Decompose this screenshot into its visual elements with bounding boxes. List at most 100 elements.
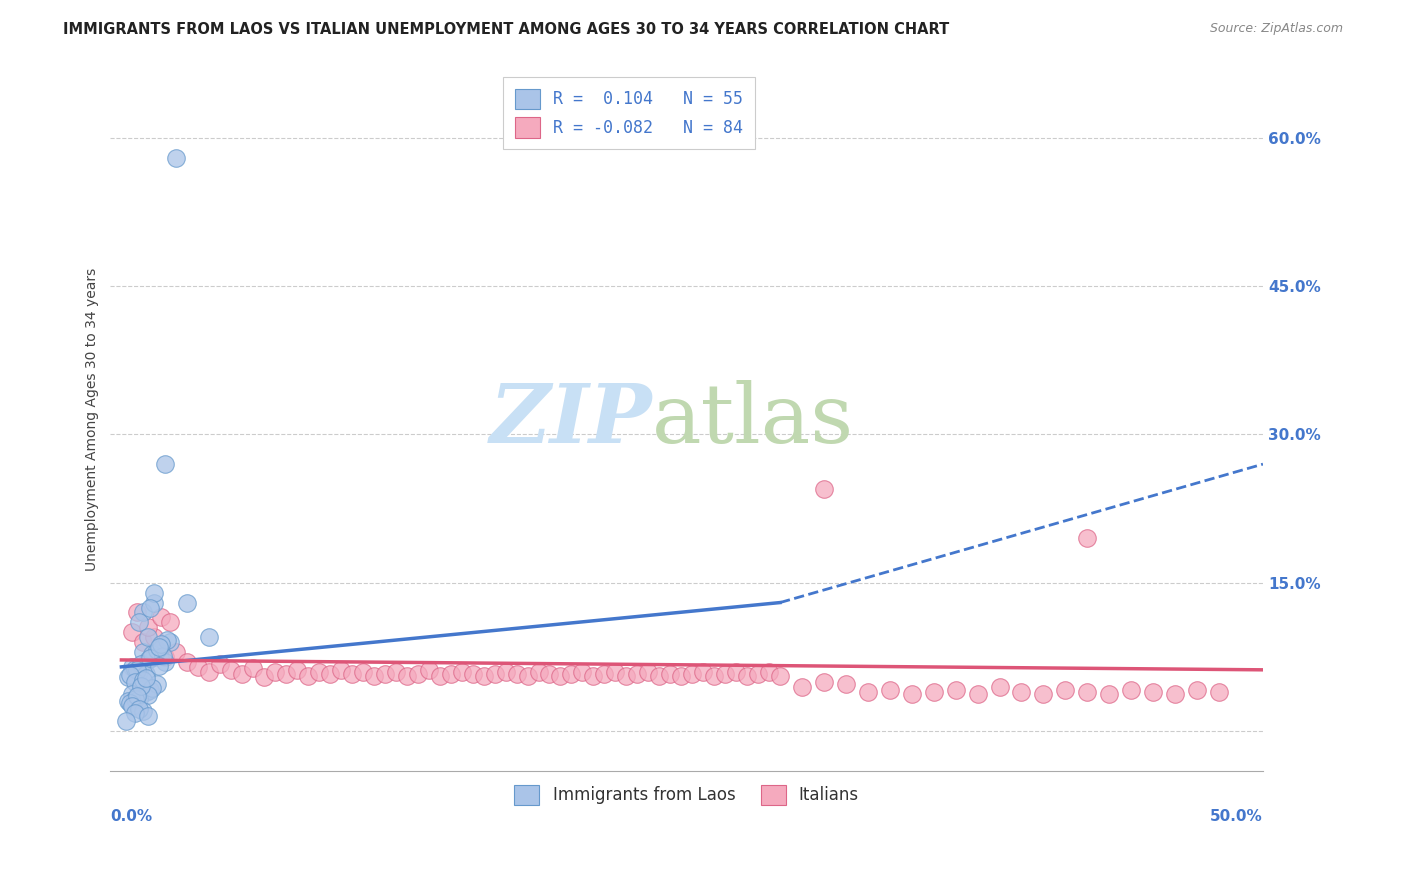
Point <box>614 669 637 683</box>
Point <box>669 669 692 683</box>
Text: 0.0%: 0.0% <box>111 809 152 824</box>
Text: Source: ZipAtlas.com: Source: ZipAtlas.com <box>1209 22 1343 36</box>
Legend: Immigrants from Laos, Italians: Immigrants from Laos, Italians <box>508 778 866 812</box>
Point <box>769 669 792 683</box>
Point <box>136 630 159 644</box>
Point <box>1142 684 1164 698</box>
Point <box>418 663 440 677</box>
Point <box>149 640 172 654</box>
Point <box>136 620 159 634</box>
Point <box>725 665 748 679</box>
Point <box>129 679 152 693</box>
Point <box>148 658 170 673</box>
Point <box>121 699 143 714</box>
Point <box>385 665 408 679</box>
Point <box>593 666 616 681</box>
Point <box>159 635 181 649</box>
Point <box>176 655 198 669</box>
Point <box>1121 682 1143 697</box>
Point <box>155 655 177 669</box>
Point <box>135 684 157 698</box>
Point <box>900 687 922 701</box>
Point <box>165 151 187 165</box>
Point <box>117 694 139 708</box>
Point <box>143 650 166 665</box>
Point <box>747 666 769 681</box>
Point <box>440 666 463 681</box>
Point <box>352 665 374 679</box>
Y-axis label: Unemployment Among Ages 30 to 34 years: Unemployment Among Ages 30 to 34 years <box>86 268 100 571</box>
Point <box>340 666 363 681</box>
Point <box>231 666 253 681</box>
Point <box>879 682 901 697</box>
Point <box>139 600 162 615</box>
Point <box>155 650 177 665</box>
Point <box>648 669 671 683</box>
Point <box>274 666 297 681</box>
Point <box>395 669 418 683</box>
Point <box>703 669 725 683</box>
Point <box>132 673 155 687</box>
Point <box>128 691 150 706</box>
Point <box>527 665 550 679</box>
Point <box>129 657 152 671</box>
Text: 50.0%: 50.0% <box>1211 809 1263 824</box>
Point <box>136 709 159 723</box>
Point <box>125 663 148 677</box>
Point <box>156 633 179 648</box>
Point <box>605 665 627 679</box>
Point <box>1032 687 1054 701</box>
Point <box>922 684 945 698</box>
Point <box>626 666 648 681</box>
Point <box>145 643 167 657</box>
Point <box>966 687 988 701</box>
Point <box>735 669 758 683</box>
Point <box>758 665 780 679</box>
Point <box>121 625 143 640</box>
Point <box>124 674 146 689</box>
Point <box>1076 531 1098 545</box>
Point <box>505 666 527 681</box>
Point <box>516 669 538 683</box>
Point <box>363 669 385 683</box>
Point <box>813 674 835 689</box>
Text: ZIP: ZIP <box>489 380 652 459</box>
Point <box>988 680 1011 694</box>
Point <box>124 706 146 721</box>
Point <box>550 669 572 683</box>
Point <box>128 665 150 679</box>
Point <box>198 665 221 679</box>
Point <box>139 682 162 697</box>
Point <box>714 666 737 681</box>
Point <box>219 663 242 677</box>
Point <box>374 666 396 681</box>
Point <box>945 682 967 697</box>
Point <box>681 666 703 681</box>
Point <box>135 666 157 681</box>
Point <box>139 651 162 665</box>
Point <box>149 610 172 624</box>
Point <box>132 704 155 718</box>
Point <box>132 606 155 620</box>
Point <box>1076 684 1098 698</box>
Point <box>198 630 221 644</box>
Point <box>128 702 150 716</box>
Point <box>128 615 150 630</box>
Point <box>472 669 495 683</box>
Point <box>187 660 209 674</box>
Point <box>308 665 330 679</box>
Point <box>329 663 352 677</box>
Point <box>637 665 659 679</box>
Point <box>835 676 858 690</box>
Point <box>1164 687 1187 701</box>
Point <box>121 660 143 674</box>
Point <box>117 670 139 684</box>
Point <box>125 689 148 703</box>
Point <box>141 647 163 661</box>
Point <box>136 653 159 667</box>
Point <box>132 635 155 649</box>
Point <box>560 666 582 681</box>
Point <box>264 665 287 679</box>
Point <box>132 645 155 659</box>
Point <box>136 688 159 702</box>
